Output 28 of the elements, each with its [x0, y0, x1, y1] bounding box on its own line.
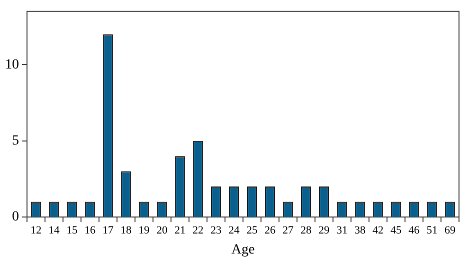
x-tick-label: 20 — [156, 224, 168, 236]
x-tick-label: 18 — [120, 224, 132, 236]
x-tick-label: 38 — [354, 224, 366, 236]
x-tick-label: 14 — [48, 224, 60, 236]
x-tick-label: 42 — [372, 224, 384, 236]
y-tick-label: 0 — [12, 210, 19, 225]
x-tick-label: 29 — [318, 224, 330, 236]
x-tick-label: 24 — [228, 224, 240, 236]
x-tick-label: 17 — [102, 224, 114, 236]
x-tick-label: 31 — [336, 224, 348, 236]
x-tick-label: 26 — [264, 224, 276, 236]
x-tick-label: 69 — [444, 224, 456, 236]
x-tick-label: 21 — [174, 224, 186, 236]
x-tick-label: 25 — [246, 224, 258, 236]
x-axis-title: Age — [231, 242, 255, 258]
x-tick-label: 23 — [210, 224, 222, 236]
x-tick-label: 51 — [426, 224, 438, 236]
x-tick-label: 22 — [192, 224, 204, 236]
x-tick-label: 45 — [390, 224, 402, 236]
x-tick-label: 27 — [282, 224, 294, 236]
x-tick-label: 12 — [30, 224, 42, 236]
x-tick-label: 46 — [408, 224, 420, 236]
x-tick-label: 15 — [66, 224, 78, 236]
x-tick-label: 16 — [84, 224, 96, 236]
y-tick-label: 5 — [12, 134, 19, 149]
y-tick-label: 10 — [5, 57, 19, 72]
x-tick-label: 19 — [138, 224, 150, 236]
x-tick-label: 28 — [300, 224, 312, 236]
